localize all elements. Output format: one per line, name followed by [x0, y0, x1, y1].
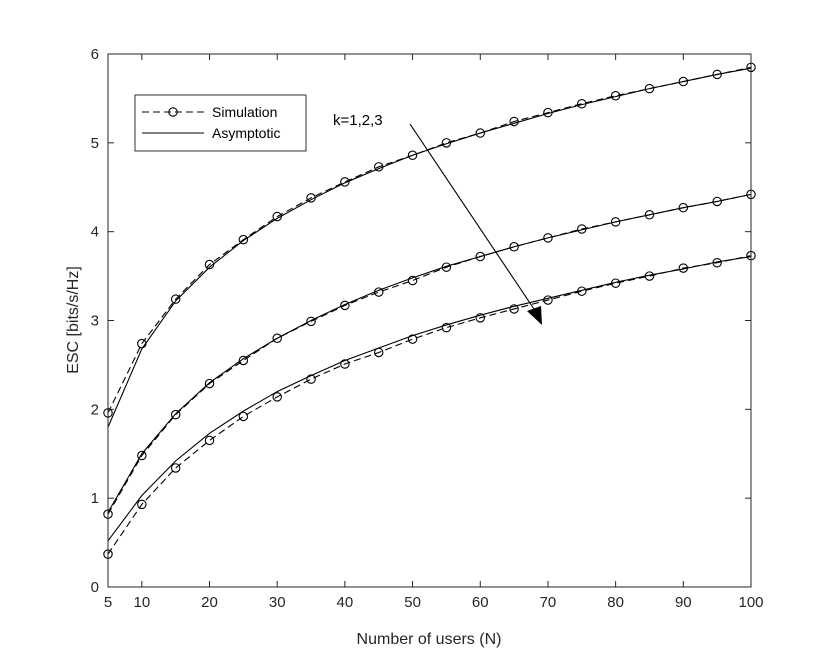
- data-point: [441, 322, 452, 333]
- y-tick-label: 6: [91, 46, 99, 63]
- legend-simulation-label: Simulation: [212, 104, 277, 120]
- k-annotation-arrowhead: [527, 306, 542, 325]
- data-point: [272, 392, 282, 402]
- data-point: [678, 76, 689, 87]
- data-point: [306, 316, 316, 327]
- x-tick-label: 50: [404, 594, 421, 611]
- series-line-k1-asymptotic: [107, 67, 752, 428]
- y-tick-label: 5: [91, 135, 99, 152]
- data-point: [306, 374, 316, 384]
- x-tick-label: 70: [540, 594, 557, 611]
- data-point: [170, 409, 181, 420]
- data-point: [238, 234, 249, 245]
- data-point: [509, 304, 519, 314]
- series-line-k2-simulation: [107, 193, 752, 515]
- x-tick-label: 10: [133, 594, 150, 611]
- x-tick-label: 30: [269, 594, 286, 611]
- series-layer: [103, 62, 756, 559]
- data-point: [712, 196, 722, 207]
- data-point: [407, 334, 418, 344]
- data-point: [137, 499, 147, 510]
- data-point: [340, 177, 350, 187]
- series-line-k3-asymptotic: [107, 255, 752, 542]
- data-point: [407, 275, 418, 286]
- data-point: [137, 450, 147, 461]
- legend-asymptotic-label: Asymptotic: [212, 125, 280, 141]
- y-tick-label: 0: [91, 579, 99, 596]
- data-point: [610, 217, 621, 227]
- k-annotation: k=1,2,3: [333, 112, 542, 325]
- data-point: [407, 150, 418, 161]
- data-point: [543, 233, 553, 243]
- y-tick-label: 3: [91, 313, 99, 330]
- x-tick-label: 20: [201, 594, 218, 611]
- data-point: [238, 411, 249, 422]
- data-point: [543, 295, 553, 305]
- y-axis-label: ESC [bits/s/Hz]: [65, 266, 82, 374]
- data-point: [204, 378, 215, 389]
- data-point: [509, 242, 519, 252]
- series-line-k2-asymptotic: [107, 193, 752, 513]
- x-tick-label: 90: [675, 594, 692, 611]
- data-point: [678, 202, 689, 213]
- series-line-k3-simulation: [107, 255, 752, 555]
- legend-box: [134, 94, 307, 152]
- y-tick-label: 2: [91, 401, 99, 418]
- legend: Simulation Asymptotic: [134, 94, 307, 152]
- x-tick-label: 80: [607, 594, 624, 611]
- x-tick-label: 5: [104, 594, 112, 611]
- ticks-layer: 5 10 20 30 40 50 60 70 80 90 100 0 1 2 3 4 5 6: [91, 46, 764, 611]
- legend-simulation-marker: [168, 107, 178, 117]
- data-point: [475, 313, 486, 323]
- y-tick-label: 4: [91, 224, 99, 241]
- k-annotation-arrow-shaft: [409, 123, 539, 316]
- y-tick-label: 1: [91, 490, 99, 507]
- data-point: [340, 359, 350, 369]
- data-point: [475, 128, 486, 138]
- k-annotation-label: k=1,2,3: [333, 112, 383, 129]
- data-point: [712, 69, 722, 80]
- data-point: [170, 463, 181, 473]
- data-point: [644, 210, 655, 220]
- data-point: [170, 294, 181, 304]
- data-point: [644, 83, 655, 94]
- x-axis-label: Number of users (N): [357, 631, 502, 648]
- data-point: [272, 333, 282, 344]
- x-tick-label: 40: [337, 594, 354, 611]
- data-point: [204, 435, 215, 446]
- data-point: [475, 251, 486, 262]
- data-point: [238, 355, 249, 366]
- x-tick-label: 100: [738, 594, 763, 611]
- data-point: [340, 300, 350, 311]
- x-tick-label: 60: [472, 594, 489, 611]
